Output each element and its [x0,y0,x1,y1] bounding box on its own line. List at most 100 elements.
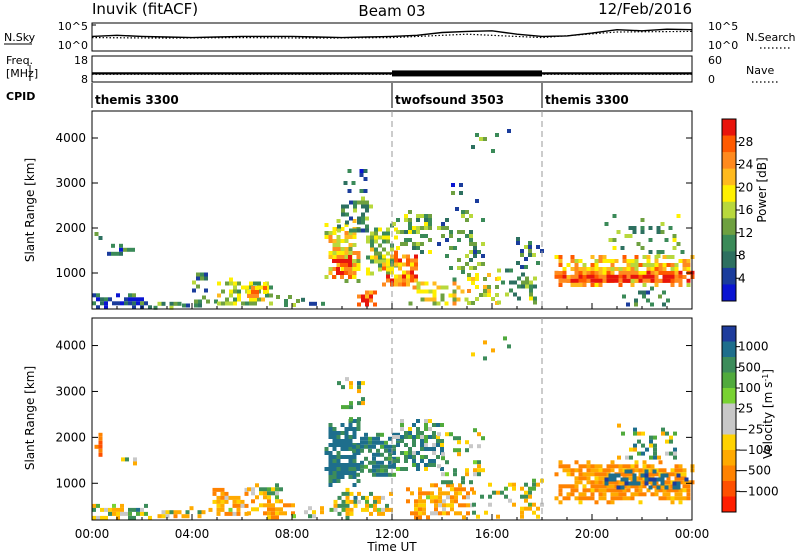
heatmap-cell [229,277,233,282]
heatmap-cell [440,293,445,298]
heatmap-cell [674,274,679,279]
heatmap-cell [562,468,567,473]
heatmap-cell [133,457,137,462]
heatmap-cell [344,251,349,255]
heatmap-cell [402,274,406,279]
heatmap-cell [357,200,361,205]
heatmap-cell [469,242,473,246]
heatmap-cell [372,452,376,457]
heatmap-cell [653,455,657,460]
heatmap-cell [208,507,213,512]
heatmap-cell [676,242,681,246]
heatmap-cell [452,301,457,306]
heatmap-cell [344,279,349,283]
heatmap-cell [416,451,420,455]
heatmap-cell [428,226,432,230]
heatmap-cell [622,259,627,263]
heatmap-cell [116,301,120,306]
heatmap-cell [357,389,361,394]
heatmap-cell [428,214,432,218]
heatmap-cell [365,503,369,508]
heatmap-cell [638,278,643,283]
heatmap-cell [124,297,128,302]
heatmap-cell [353,204,357,209]
heatmap-cell [108,511,112,516]
heatmap-cell [344,231,349,235]
freq-left-label-line2: [MHz] [6,67,38,80]
heatmap-cell [438,491,442,496]
heatmap-cell [220,507,225,512]
heatmap-cell [678,274,683,279]
heatmap-cell [672,238,677,242]
heatmap-cell [349,381,353,386]
heatmap-cell [642,278,647,283]
heatmap-cell [320,506,324,511]
heatmap-cell [388,448,392,453]
heatmap-cell [332,431,337,435]
heatmap-cell [452,289,457,294]
heatmap-cell [661,427,665,432]
heatmap-cell [382,247,386,252]
heatmap-cell [253,297,257,302]
heatmap-cell [382,254,386,259]
heatmap-cell [432,431,436,435]
heatmap-cell [98,444,103,449]
heatmap-cell [136,297,140,302]
heatmap-cell [368,444,372,449]
heatmap-cell [650,263,655,267]
heatmap-cell [465,448,469,453]
heatmap-cell [678,259,683,263]
heatmap-cell [661,431,665,436]
heatmap-cell [453,472,457,477]
heatmap-cell [422,503,426,508]
colorbar-tick-6: −500 [738,464,771,478]
noise-left-tick-bottom: 10^0 [58,39,88,52]
heatmap-cell [590,271,595,275]
heatmap-cell [670,271,675,275]
frequency-panel-frame [91,55,693,83]
heatmap-cell [233,289,237,294]
heatmap-cell [420,443,424,447]
heatmap-cell [670,472,675,477]
heatmap-cell [148,515,152,520]
heatmap-cell [424,463,428,467]
x-axis-label: Time UT [366,540,417,554]
heatmap-cell [140,511,144,516]
heatmap-cell [610,271,615,275]
heatmap-cell [566,279,571,283]
heatmap-cell [402,262,406,267]
heatmap-cell [132,297,136,302]
heatmap-cell [386,231,390,236]
heatmap-cell [654,274,659,279]
heatmap-cell [347,169,352,173]
heatmap-cell [614,278,619,283]
heatmap-cell [228,511,233,516]
heatmap-cell [644,477,649,482]
heatmap-cell [364,464,368,469]
heatmap-cell [382,235,386,240]
heatmap-cell [633,443,637,448]
heatmap-cell [324,231,329,235]
heatmap-cell [267,515,271,520]
heatmap-cell [424,226,428,230]
xtick-label-0: 00:00 [75,527,110,541]
heatmap-cell [606,274,611,279]
heatmap-cell [686,263,691,267]
heatmap-cell [283,503,287,508]
heatmap-cell [632,473,637,478]
heatmap-cell [602,267,607,271]
heatmap-cell [336,247,341,251]
heatmap-cell [376,436,380,441]
heatmap-cell [488,482,492,487]
heatmap-cell [562,270,567,275]
heatmap-cell [630,283,635,287]
heatmap-cell [377,499,381,504]
heatmap-cell [445,226,449,230]
heatmap-cell [111,251,115,256]
heatmap-cell [598,259,603,263]
heatmap-cell [267,503,271,508]
heatmap-cell [658,271,663,275]
heatmap-cell [420,435,424,439]
heatmap-cell [528,253,532,257]
heatmap-cell [132,305,136,310]
